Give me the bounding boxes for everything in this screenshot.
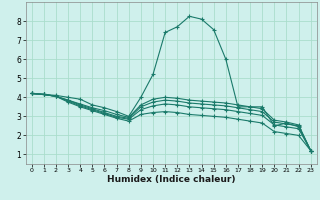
X-axis label: Humidex (Indice chaleur): Humidex (Indice chaleur) [107,175,236,184]
